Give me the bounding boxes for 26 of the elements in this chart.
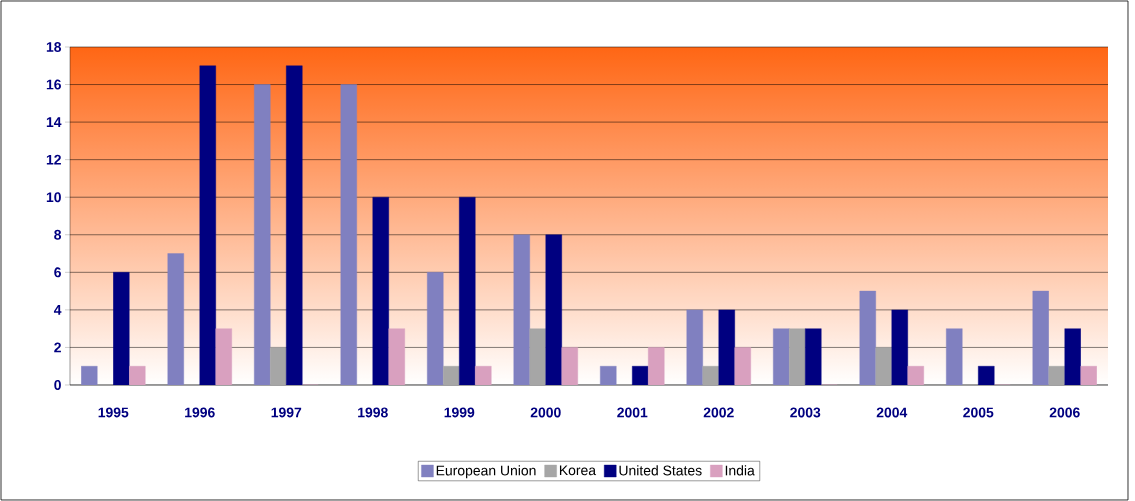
y-tick-label: 4 xyxy=(53,305,62,315)
legend-label: European Union xyxy=(436,465,536,479)
x-tick-label: 2006 xyxy=(1049,407,1080,418)
y-tick-label: 18 xyxy=(46,42,62,52)
legend-label: United States xyxy=(619,465,702,476)
x-tick-label: 1999 xyxy=(444,407,475,418)
x-tick-label: 1996 xyxy=(185,407,215,418)
y-tick-label: 14 xyxy=(46,117,62,127)
x-tick-label: 2001 xyxy=(617,407,648,418)
legend-label: India xyxy=(725,465,755,476)
x-tick-label: 1997 xyxy=(271,407,302,418)
legend-label: Korea xyxy=(559,465,597,476)
y-tick-label: 12 xyxy=(46,154,61,165)
x-tick-label: 2003 xyxy=(790,407,821,418)
y-tick-label: 0 xyxy=(54,380,61,390)
x-tick-label: 1995 xyxy=(98,407,129,418)
y-tick-label: 6 xyxy=(54,267,61,278)
y-tick-label: 16 xyxy=(46,79,61,90)
y-tick-label: 8 xyxy=(54,229,62,240)
x-tick-label: 1998 xyxy=(358,407,388,418)
x-tick-label: 2005 xyxy=(963,407,994,418)
x-tick-label: 2002 xyxy=(703,407,734,418)
x-tick-label: 2000 xyxy=(530,407,561,418)
x-tick-label: 2004 xyxy=(876,407,908,418)
y-tick-label: 10 xyxy=(46,192,61,203)
y-tick-label: 2 xyxy=(54,342,61,353)
